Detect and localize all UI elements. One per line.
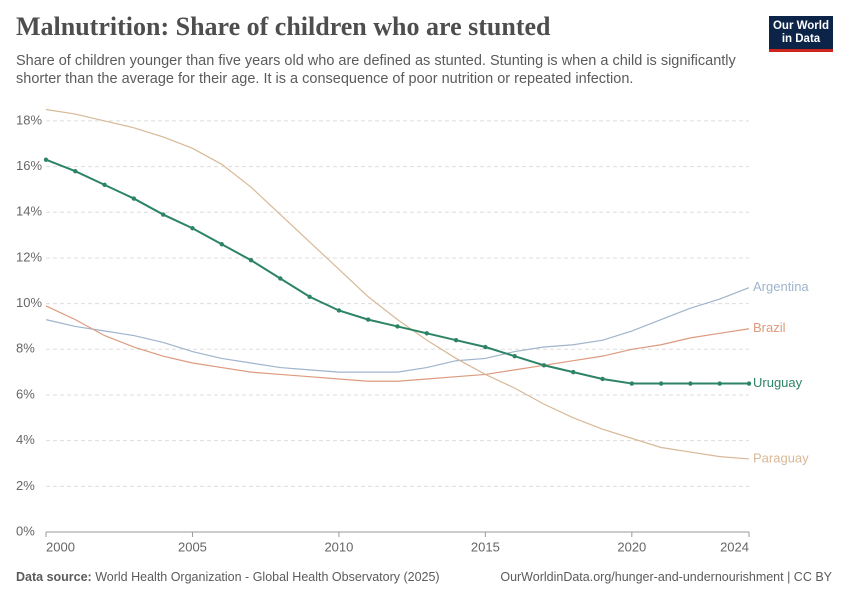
footer-link[interactable]: OurWorldinData.org/hunger-and-undernouri… [500, 570, 832, 584]
marker [278, 276, 283, 281]
y-tick-label: 14% [16, 204, 42, 219]
marker [190, 226, 195, 231]
marker [131, 196, 137, 201]
line [45, 287, 750, 373]
marker [424, 331, 429, 336]
line [45, 108, 750, 460]
marker [746, 381, 752, 386]
y-tick-label: 16% [16, 158, 42, 173]
y-tick-label: 0% [16, 523, 35, 538]
marker [219, 242, 224, 247]
x-tick-label: 2020 [617, 539, 646, 554]
y-tick-label: 2% [16, 478, 35, 493]
y-tick-label: 6% [16, 386, 35, 401]
logo-line: in Data [781, 33, 821, 45]
y-tick-label: 4% [16, 432, 35, 447]
title: Malnutrition: Share of children who are … [16, 12, 551, 41]
subtitle: Share of children younger than five year… [16, 53, 736, 87]
y-tick-label: 10% [16, 295, 42, 310]
marker [600, 376, 605, 382]
marker [512, 353, 517, 359]
y-tick-label: 18% [16, 112, 42, 127]
series-label: Argentina [753, 279, 809, 294]
marker [102, 182, 107, 188]
marker [366, 317, 371, 322]
y-tick-label: 12% [16, 249, 42, 264]
marker [688, 381, 693, 386]
series-label: Brazil [753, 320, 786, 335]
marker [453, 337, 459, 343]
marker [541, 363, 547, 368]
series-label: Paraguay [753, 450, 809, 465]
x-tick-label: 2024 [720, 539, 749, 554]
marker [43, 157, 49, 162]
source: Data source: World Health Organization -… [16, 570, 440, 584]
source-text: World Health Organization - Global Healt… [95, 570, 440, 584]
series-label: Uruguay [753, 375, 803, 390]
marker [395, 324, 400, 329]
line [45, 305, 750, 382]
logo[interactable]: Our World in Data [769, 16, 833, 52]
x-tick-label: 2010 [324, 539, 353, 554]
marker [307, 294, 312, 299]
marker [629, 381, 635, 386]
marker [717, 381, 722, 386]
x-tick-label: 2005 [178, 539, 207, 554]
y-tick-label: 8% [16, 341, 35, 356]
marker [73, 168, 78, 174]
marker [160, 212, 166, 217]
source-label: Data source: [16, 570, 92, 584]
x-tick-label: 2015 [471, 539, 500, 554]
marker [483, 344, 488, 350]
marker [571, 369, 576, 375]
logo-line: Our World [772, 20, 829, 32]
marker [658, 381, 664, 386]
marker [336, 308, 342, 313]
marker [248, 258, 254, 263]
line [45, 158, 749, 385]
x-tick-label: 2000 [46, 539, 75, 554]
